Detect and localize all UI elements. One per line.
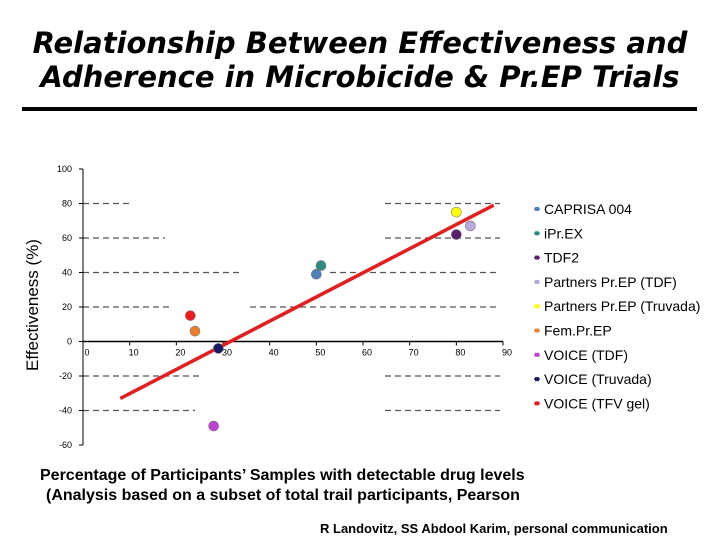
x-tick-label: 80 [455, 348, 465, 358]
caption-line-2: (Analysis based on a subset of total tra… [46, 487, 520, 504]
trend-line [119, 203, 495, 400]
x-tick-label: 70 [409, 348, 419, 358]
data-point [185, 310, 196, 321]
legend-label: iPr.EX [544, 225, 584, 241]
legend-marker [535, 304, 539, 309]
legend-marker [535, 279, 539, 284]
data-point [311, 268, 322, 280]
legend-marker [535, 231, 539, 236]
y-tick-label: 20 [62, 302, 72, 312]
y-tick-label: -60 [59, 440, 72, 450]
legend-label: VOICE (TFV gel) [544, 395, 650, 411]
title-line-2: Adherence in Microbicide & Pr.EP Trials [40, 60, 680, 94]
x-tick-label: 60 [362, 348, 372, 358]
legend-label: Partners Pr.EP (Truvada) [544, 298, 700, 314]
x-tick-label: 40 [269, 348, 279, 358]
y-tick-label: -40 [59, 406, 72, 416]
y-tick-label: 0 [67, 337, 72, 347]
y-axis-title: Effectiveness (%) [23, 239, 42, 371]
legend-label: TDF2 [544, 250, 579, 266]
data-point [189, 325, 201, 337]
y-tick-label: -20 [59, 371, 72, 381]
chart-title: Relationship Between Effectiveness and A… [0, 26, 720, 94]
x-tick-label: 50 [315, 348, 325, 358]
y-tick-label: 40 [62, 268, 72, 278]
x-tick-label: 0 [84, 348, 89, 358]
x-tick-label: 30 [222, 348, 232, 358]
legend-label: VOICE (Truvada) [544, 371, 652, 387]
legend-marker [535, 401, 539, 406]
data-point [451, 206, 462, 218]
legend-label: VOICE (TDF) [544, 347, 628, 363]
source-credit: R Landovitz, SS Abdool Karim, personal c… [320, 521, 668, 536]
data-point [465, 220, 476, 232]
legend-marker [535, 377, 539, 382]
legend-marker [535, 352, 539, 357]
data-point [451, 229, 462, 240]
caption-line-1: Percentage of Participants’ Samples with… [40, 467, 525, 484]
y-tick-label: 60 [62, 233, 72, 243]
legend-marker [535, 207, 539, 211]
legend-marker [535, 255, 539, 260]
title-underline [22, 107, 697, 111]
legend-marker [535, 328, 539, 333]
x-tick-label: 90 [502, 348, 512, 358]
y-tick-label: 80 [62, 199, 72, 209]
data-point [208, 420, 219, 432]
x-tick-label: 20 [175, 348, 185, 358]
y-tick-label: 100 [57, 164, 72, 174]
x-axis-caption: Percentage of Participants’ Samples with… [40, 466, 640, 506]
legend-label: Partners Pr.EP (TDF) [544, 274, 677, 290]
title-line-1: Relationship Between Effectiveness and [32, 26, 688, 60]
legend-label: Fem.Pr.EP [544, 323, 612, 339]
data-point [213, 343, 224, 354]
x-tick-label: 10 [129, 348, 139, 358]
legend-label: CAPRISA 004 [544, 201, 632, 217]
data-point [315, 260, 327, 271]
